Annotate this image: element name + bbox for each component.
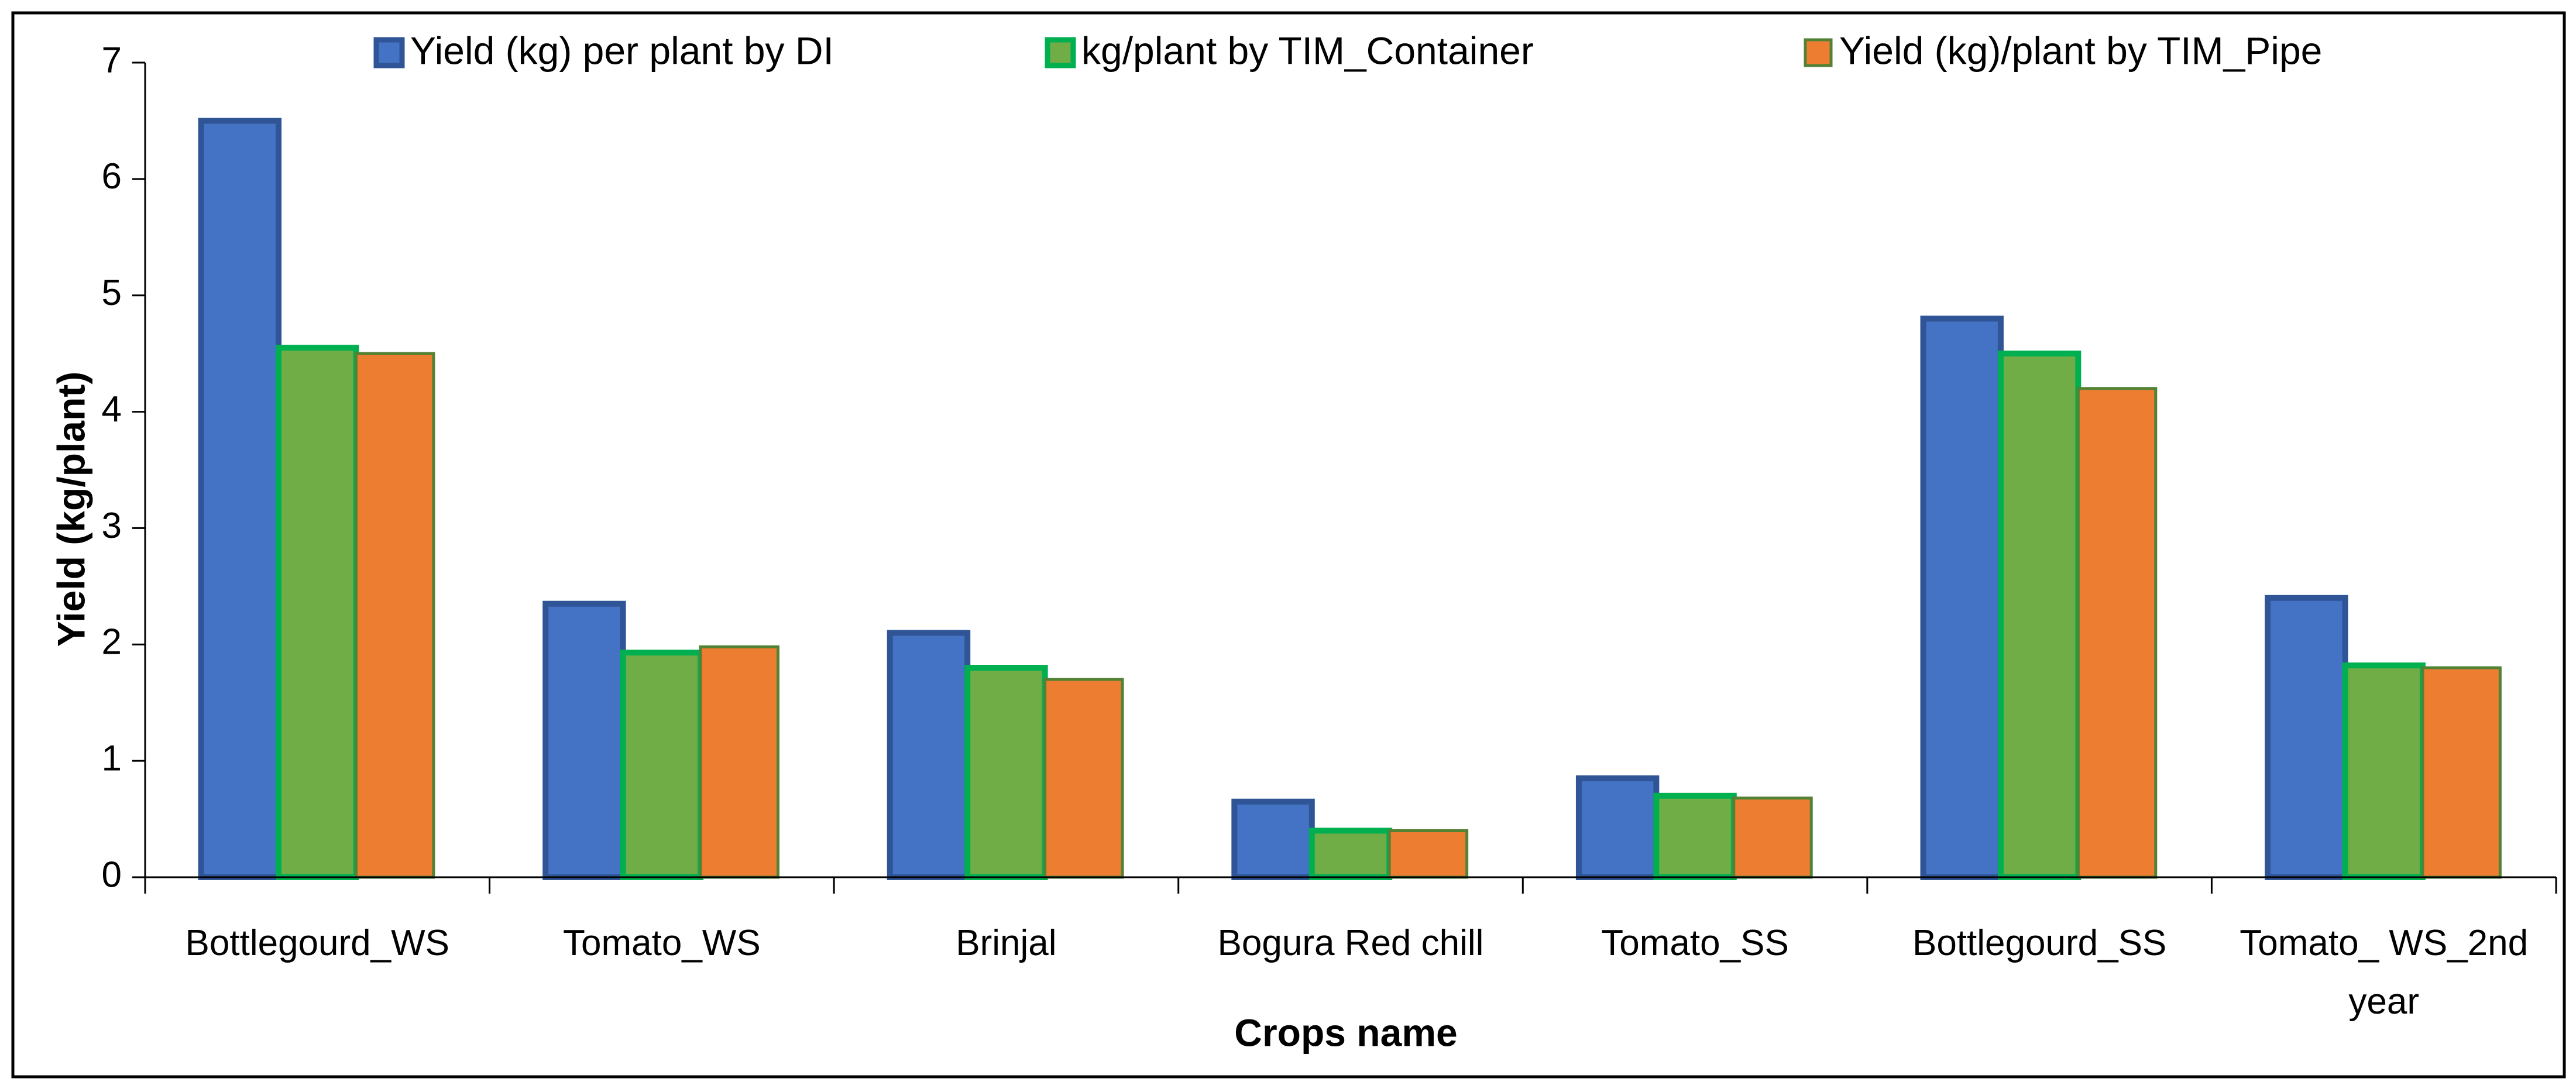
y-tick-label: 5: [102, 273, 122, 313]
x-tick-label: Tomato_WS: [563, 923, 761, 963]
bar: [620, 650, 704, 880]
bar: [1308, 827, 1393, 881]
legend-label: kg/plant by TIM_Container: [1081, 29, 1534, 72]
bar: [699, 645, 779, 879]
x-tick-label: Tomato_ WS_2nd year: [2240, 923, 2529, 1022]
y-tick-label: 2: [102, 622, 122, 662]
y-tick-label: 6: [102, 156, 122, 197]
x-tick-label: Brinjal: [956, 923, 1057, 963]
bar: [2076, 387, 2158, 879]
axes: 0 1 2 3 4 5 6 7: [102, 40, 145, 895]
bar: [355, 352, 435, 879]
bar: [1387, 829, 1469, 879]
legend-swatch: [373, 37, 405, 68]
legend-swatch: [1045, 37, 1076, 68]
bar: [1043, 678, 1124, 879]
y-tick-label: 7: [102, 40, 122, 80]
bar: [1653, 792, 1737, 881]
y-tick-label: 3: [102, 506, 122, 546]
y-tick-label: 0: [102, 854, 122, 895]
bar: [276, 345, 359, 880]
bar: [1732, 796, 1813, 879]
bar: [2342, 662, 2426, 880]
legend-swatch: [1804, 38, 1833, 67]
x-tick-label: Bogura Red chill: [1217, 923, 1484, 963]
y-tick-label: 1: [102, 739, 122, 779]
bar: [1231, 798, 1315, 880]
legend-label: Yield (kg)/plant by TIM_Pipe: [1839, 29, 2322, 72]
bar: [2421, 666, 2502, 879]
bar: [964, 665, 1048, 880]
bar: [1920, 315, 2004, 880]
x-axis-title: Crops name: [1234, 1011, 1457, 1054]
bar: [198, 118, 282, 880]
y-axis-title: Yield (kg/plant): [49, 372, 92, 647]
legend-label: Yield (kg) per plant by DI: [410, 29, 834, 72]
bar: [1997, 351, 2082, 880]
x-tick-label: Bottlegourd_SS: [1912, 923, 2167, 963]
y-tick-label: 4: [102, 389, 122, 430]
bar: [1575, 775, 1660, 880]
bar: [2265, 595, 2348, 880]
x-tick-label: Bottlegourd_WS: [185, 923, 450, 963]
bar: [887, 630, 971, 881]
bar: [542, 600, 626, 880]
x-tick-label: Tomato_SS: [1601, 923, 1789, 963]
